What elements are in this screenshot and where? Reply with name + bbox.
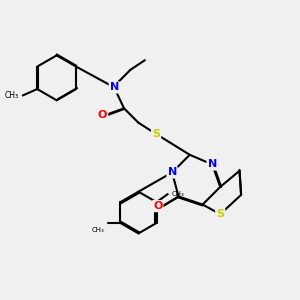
Text: N: N — [167, 167, 177, 178]
Text: N: N — [208, 159, 217, 170]
Text: S: S — [216, 209, 224, 219]
Text: N: N — [110, 82, 119, 92]
Text: O: O — [153, 201, 162, 211]
Text: CH₃: CH₃ — [172, 191, 184, 197]
Text: O: O — [98, 110, 107, 120]
Text: CH₃: CH₃ — [5, 91, 19, 100]
Text: CH₃: CH₃ — [92, 227, 104, 233]
Text: S: S — [152, 129, 160, 139]
